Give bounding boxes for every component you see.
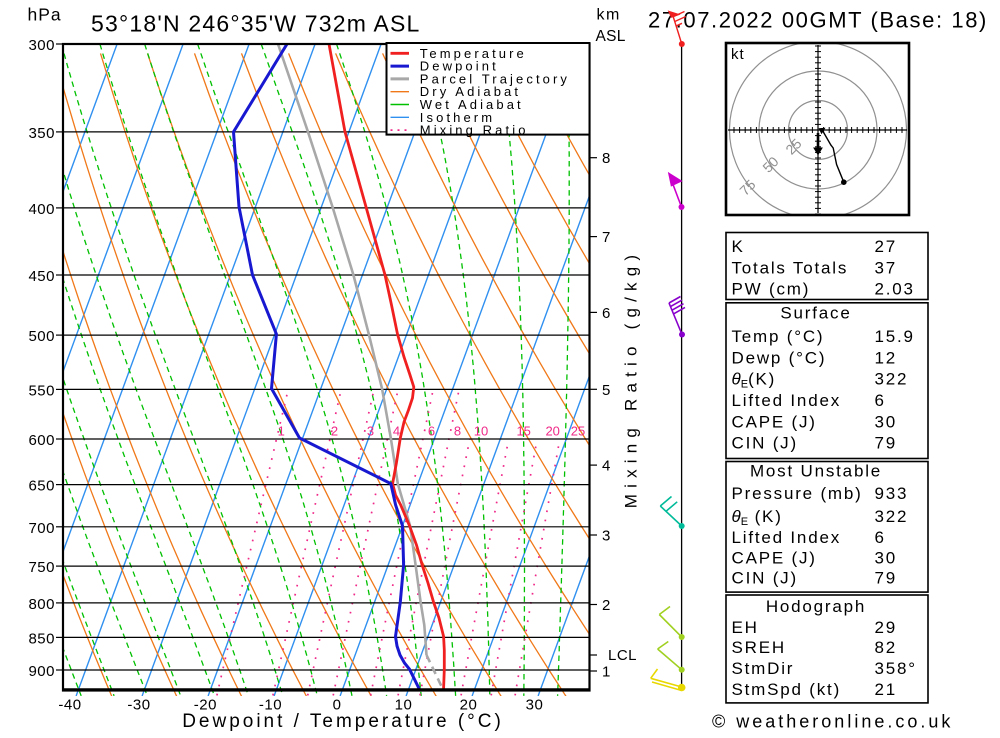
svg-text:-20: -20 — [194, 697, 217, 714]
svg-text:6: 6 — [428, 424, 435, 439]
svg-text:15.9: 15.9 — [875, 327, 915, 346]
svg-text:800: 800 — [28, 596, 55, 613]
svg-text:2: 2 — [331, 424, 338, 439]
svg-text:322: 322 — [875, 370, 909, 389]
svg-text:6: 6 — [875, 391, 886, 410]
svg-text:CIN (J): CIN (J) — [732, 434, 798, 453]
svg-text:700: 700 — [28, 520, 55, 537]
svg-text:8: 8 — [602, 150, 610, 167]
svg-text:Most Unstable: Most Unstable — [750, 461, 882, 480]
svg-text:Hodograph: Hodograph — [766, 597, 866, 616]
svg-text:SREH: SREH — [732, 638, 786, 657]
svg-text:Surface: Surface — [780, 303, 851, 322]
svg-text:750: 750 — [28, 559, 55, 576]
svg-text:K: K — [732, 237, 745, 256]
svg-text:-10: -10 — [259, 697, 282, 714]
svg-text:Temperature: Temperature — [420, 46, 527, 61]
svg-text:2: 2 — [602, 597, 610, 614]
svg-text:Mixing Ratio (g/kg): Mixing Ratio (g/kg) — [622, 249, 641, 509]
svg-text:Dewp (°C): Dewp (°C) — [732, 348, 827, 367]
svg-text:850: 850 — [28, 630, 55, 647]
svg-text:StmSpd (kt): StmSpd (kt) — [732, 680, 842, 699]
svg-text:15: 15 — [516, 424, 530, 439]
svg-text:27.07.2022 00GMT (Base: 18): 27.07.2022 00GMT (Base: 18) — [648, 8, 988, 33]
svg-text:1: 1 — [278, 424, 285, 439]
svg-text:6: 6 — [875, 528, 886, 547]
svg-text:20: 20 — [545, 424, 559, 439]
svg-text:25: 25 — [571, 424, 585, 439]
svg-text:12: 12 — [875, 348, 898, 367]
svg-text:79: 79 — [875, 569, 898, 588]
svg-text:Parcel Trajectory: Parcel Trajectory — [420, 71, 570, 86]
svg-text:10: 10 — [474, 424, 488, 439]
svg-text:8: 8 — [454, 424, 461, 439]
svg-text:30: 30 — [875, 549, 898, 568]
svg-text:EH: EH — [732, 618, 759, 637]
svg-text:kt: kt — [731, 46, 745, 63]
svg-text:CAPE (J): CAPE (J) — [732, 549, 817, 568]
svg-text:Lifted Index: Lifted Index — [732, 528, 842, 547]
svg-text:27: 27 — [875, 237, 898, 256]
svg-text:PW (cm): PW (cm) — [732, 280, 811, 299]
svg-text:Isotherm: Isotherm — [420, 110, 495, 125]
svg-text:1: 1 — [602, 664, 610, 681]
svg-text:Pressure (mb): Pressure (mb) — [732, 484, 863, 503]
svg-text:StmDir: StmDir — [732, 659, 795, 678]
svg-text:79: 79 — [875, 434, 898, 453]
svg-text:hPa: hPa — [28, 5, 62, 25]
svg-text:30: 30 — [526, 697, 544, 714]
svg-text:358°: 358° — [875, 659, 917, 678]
svg-text:10: 10 — [395, 697, 413, 714]
svg-text:21: 21 — [875, 680, 898, 699]
svg-text:29: 29 — [875, 618, 898, 637]
svg-text:Wet Adiabat: Wet Adiabat — [420, 97, 524, 112]
svg-text:600: 600 — [28, 432, 55, 449]
svg-text:Mixing Ratio: Mixing Ratio — [420, 123, 529, 138]
svg-text:30: 30 — [875, 412, 898, 431]
svg-text:500: 500 — [28, 328, 55, 345]
svg-text:3: 3 — [602, 528, 610, 545]
svg-text:400: 400 — [28, 201, 55, 218]
svg-text:53°18'N 246°35'W 732m ASL: 53°18'N 246°35'W 732m ASL — [91, 11, 421, 37]
svg-text:-40: -40 — [58, 697, 81, 714]
svg-text:-30: -30 — [127, 697, 150, 714]
svg-text:3: 3 — [367, 424, 374, 439]
svg-text:CAPE (J): CAPE (J) — [732, 412, 817, 431]
svg-text:2.03: 2.03 — [875, 280, 915, 299]
svg-text:Temp (°C): Temp (°C) — [732, 327, 825, 346]
svg-text:Dry Adiabat: Dry Adiabat — [420, 84, 521, 99]
svg-text:km: km — [597, 7, 621, 24]
svg-text:© weatheronline.co.uk: © weatheronline.co.uk — [712, 712, 953, 732]
svg-text:82: 82 — [875, 638, 898, 657]
svg-text:4: 4 — [393, 424, 400, 439]
svg-text:4: 4 — [602, 458, 610, 475]
svg-text:20: 20 — [460, 697, 478, 714]
svg-text:450: 450 — [28, 268, 55, 285]
svg-text:Dewpoint / Temperature (°C): Dewpoint / Temperature (°C) — [182, 711, 504, 732]
svg-text:0: 0 — [333, 697, 342, 714]
svg-text:650: 650 — [28, 478, 55, 495]
svg-text:900: 900 — [28, 663, 55, 680]
svg-text:Lifted Index: Lifted Index — [732, 391, 842, 410]
svg-text:7: 7 — [602, 229, 610, 246]
svg-text:5: 5 — [602, 382, 610, 399]
svg-text:LCL: LCL — [608, 647, 637, 664]
svg-text:322: 322 — [875, 507, 909, 526]
svg-text:37: 37 — [875, 259, 898, 278]
svg-text:ASL: ASL — [596, 28, 626, 45]
svg-text:θE (K): θE (K) — [732, 507, 783, 528]
svg-text:6: 6 — [602, 305, 610, 322]
svg-text:933: 933 — [875, 484, 909, 503]
svg-text:Dewpoint: Dewpoint — [420, 59, 499, 74]
svg-text:Totals Totals: Totals Totals — [732, 259, 849, 278]
svg-text:300: 300 — [28, 37, 55, 54]
svg-text:CIN (J): CIN (J) — [732, 569, 798, 588]
svg-text:350: 350 — [28, 125, 55, 142]
svg-text:θE(K): θE(K) — [732, 370, 777, 391]
svg-text:550: 550 — [28, 382, 55, 399]
